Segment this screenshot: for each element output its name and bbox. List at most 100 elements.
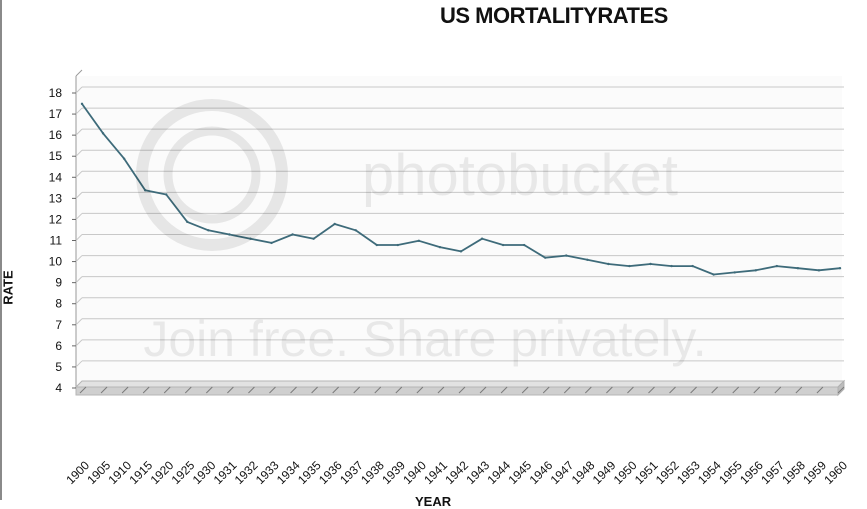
x-tick-mark <box>521 386 529 394</box>
y-tick-label: 7 <box>55 318 62 332</box>
x-tick-mark <box>437 386 445 394</box>
x-tick-mark <box>290 386 297 394</box>
x-tick-mark <box>648 386 655 394</box>
y-tick-label: 16 <box>49 128 63 142</box>
x-tick-mark <box>500 386 508 394</box>
x-tick-mark <box>100 386 108 394</box>
data-point <box>459 250 463 253</box>
y-tick-label: 11 <box>50 234 63 248</box>
data-point <box>649 262 652 266</box>
x-tick-mark <box>563 386 571 394</box>
data-point <box>670 264 673 268</box>
data-point <box>312 237 315 240</box>
x-tick-mark <box>669 386 676 394</box>
floor-top <box>74 380 846 388</box>
gridline-depth <box>75 86 83 94</box>
data-point <box>270 241 273 245</box>
y-tick-label: 12 <box>49 212 63 226</box>
data-point <box>586 258 589 261</box>
y-tick-label: 4 <box>55 381 62 395</box>
window-border <box>0 0 2 500</box>
data-point <box>522 243 526 247</box>
data-point <box>438 245 442 249</box>
plot-area <box>76 76 842 387</box>
x-tick-mark <box>690 386 697 394</box>
data-point <box>207 229 210 232</box>
data-point <box>80 102 84 106</box>
x-tick-mark <box>311 386 318 394</box>
x-tick-mark <box>269 386 276 394</box>
data-point <box>375 243 378 247</box>
x-tick-mark <box>227 386 234 394</box>
data-point <box>817 269 821 272</box>
gridline-depth <box>75 276 83 283</box>
x-tick-mark <box>205 386 213 394</box>
data-point <box>101 132 105 135</box>
y-tick-label: 9 <box>55 276 62 290</box>
y-tick-label: 6 <box>55 339 62 353</box>
x-tick-mark <box>584 386 592 394</box>
data-point <box>712 273 715 276</box>
gridline-depth <box>75 318 83 326</box>
x-tick-mark <box>479 386 487 394</box>
data-point <box>733 271 736 274</box>
gridline-depth <box>75 192 83 199</box>
data-point <box>544 256 547 259</box>
gridline-depth <box>75 255 83 262</box>
x-tick-mark <box>184 386 192 394</box>
gridline-depth <box>75 360 83 368</box>
y-tick-label: 18 <box>49 86 63 100</box>
x-tick-mark <box>142 386 150 394</box>
x-tick-mark <box>121 386 129 394</box>
y-tick-label: 14 <box>49 170 63 184</box>
gridline-depth <box>75 234 83 241</box>
data-point <box>122 157 126 160</box>
y-tick-label: 8 <box>55 297 62 311</box>
x-tick-mark <box>606 386 613 394</box>
data-point <box>165 193 168 196</box>
top-wall-edge <box>75 69 83 77</box>
y-tick-label: 13 <box>49 191 63 205</box>
x-tick-mark <box>353 386 361 394</box>
data-point <box>501 243 505 247</box>
y-tick-label: 17 <box>49 107 63 121</box>
data-point <box>754 269 757 272</box>
y-tick-label: 10 <box>49 255 63 269</box>
gridline-depth <box>75 128 83 136</box>
data-point <box>417 239 421 243</box>
y-ticks: 4 5 6 7 8 9 10 11 12 13 14 15 16 17 18 <box>49 86 76 395</box>
chart-floor <box>74 379 846 397</box>
gridline-depth <box>75 107 83 115</box>
data-point <box>607 262 610 266</box>
data-point <box>838 267 842 270</box>
x-tick-label: 1960 <box>821 458 850 487</box>
data-point <box>228 233 231 236</box>
x-tick-mark <box>332 386 340 394</box>
data-point <box>775 264 779 268</box>
gridline-depth <box>75 213 83 220</box>
x-tick-mark <box>79 386 87 394</box>
gridline-depth <box>75 339 83 347</box>
x-tick-mark <box>416 386 424 394</box>
x-tick-mark <box>163 386 171 394</box>
data-point <box>291 233 294 236</box>
chart-title: US MORTALITYRATES <box>440 3 668 28</box>
gridline-depth <box>75 297 83 305</box>
series-group <box>80 102 842 276</box>
gridline-depth <box>75 170 83 178</box>
x-tick-mark <box>395 386 403 394</box>
data-point <box>691 264 694 268</box>
data-point <box>186 220 189 224</box>
x-tick-mark <box>732 386 740 394</box>
x-tick-mark <box>837 386 845 394</box>
gridline-depth <box>75 149 83 157</box>
x-tick-mark <box>374 386 382 394</box>
x-tick-mark <box>711 386 719 394</box>
data-point <box>480 237 484 240</box>
data-point <box>796 267 800 270</box>
plot-background <box>75 69 842 387</box>
data-point <box>628 264 631 268</box>
x-tick-mark <box>458 386 466 394</box>
data-point <box>333 222 336 226</box>
